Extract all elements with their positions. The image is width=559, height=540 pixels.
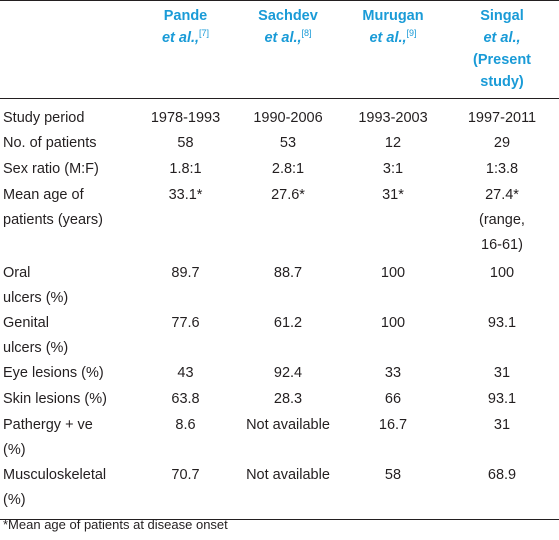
table-cell: 3:1	[382, 161, 404, 177]
row-label: Sex ratio (M:F)	[3, 161, 99, 177]
table-cell: 100	[380, 265, 406, 281]
table-cell: 2.8:1	[271, 161, 305, 177]
row-label: Study period	[3, 110, 85, 126]
table-cell: 1:3.8	[485, 161, 519, 177]
table-cell: 77.6	[171, 315, 200, 331]
et-al: et al.,	[264, 30, 302, 46]
table-cell: 63.8	[171, 391, 200, 407]
table-cell: 58	[177, 135, 194, 151]
table-cell: 27.4* (range, 16-61)	[479, 187, 525, 253]
table-row: Pathergy + ve (%) 8.6 Not available 16.7 31	[0, 413, 559, 463]
table-cell: 12	[384, 135, 402, 151]
table-cell: 16.7	[378, 417, 408, 433]
table-cell: 70.7	[136, 463, 235, 520]
table-body: Study period 1978-1993 1990-2006 1993-2003 1…	[0, 99, 559, 520]
table-cell: 33	[384, 365, 402, 381]
table-row: Skin lesions (%) 63.8 28.3 66 93.1	[0, 387, 559, 413]
table-row: Eye lesions (%) 43 92.4 33 31	[0, 361, 559, 387]
table-row: Mean age of patients (years) 33.1* 27.6* 31…	[0, 183, 559, 261]
table-cell: 43	[177, 365, 194, 381]
table-cell: Not available	[246, 417, 330, 433]
table-cell: 27.6*	[271, 187, 305, 203]
table-cell: 31	[493, 417, 511, 433]
table-cell: Not available	[235, 463, 341, 520]
table-cell: 93.1	[487, 391, 517, 407]
table-cell: 1990-2006	[253, 110, 323, 126]
column-header: Sachdev et al.,[8]	[235, 0, 341, 99]
table-cell: 89.7	[171, 265, 200, 281]
footnote: *Mean age of patients at disease onset	[3, 517, 228, 532]
table-row: Genital ulcers (%) 77.6 61.2 100 93.1	[0, 311, 559, 361]
table-cell: 92.4	[273, 365, 303, 381]
table-cell: 61.2	[273, 315, 303, 331]
header-row: Pande et al.,[7] Sachdev et al.,[8] Murugan e…	[0, 0, 559, 99]
et-al: et al.,	[161, 30, 200, 46]
table-row: No. of patients 58 53 12 29	[0, 131, 559, 157]
et-al: et al.,	[483, 30, 521, 46]
table-cell: 100	[489, 265, 515, 281]
column-header: Pande et al.,[7]	[136, 0, 235, 99]
reference: [8]	[301, 28, 312, 39]
row-label: Oral ulcers (%)	[3, 265, 69, 306]
table-cell: 68.9	[445, 463, 559, 520]
table-cell: 1.8:1	[169, 161, 202, 177]
table-cell: 66	[384, 391, 402, 407]
table-row: Sex ratio (M:F) 1.8:1 2.8:1 3:1 1:3.8	[0, 157, 559, 183]
table-cell: 1997-2011	[467, 110, 537, 126]
table-cell: 1993-2003	[358, 110, 428, 126]
row-label: Musculoskeletal (%)	[0, 463, 136, 520]
table-row: Study period 1978-1993 1990-2006 1993-2003 1…	[0, 99, 559, 132]
table-cell: 88.7	[273, 265, 303, 281]
row-label: Mean age of patients (years)	[3, 187, 103, 228]
table-cell: 31*	[382, 187, 404, 203]
row-label: Skin lesions (%)	[3, 391, 107, 407]
column-note: (Present study)	[472, 52, 532, 90]
table-cell: 29	[493, 135, 511, 151]
table-cell: 58	[341, 463, 445, 520]
table-cell: 1978-1993	[150, 110, 221, 126]
table-cell: 33.1*	[168, 187, 203, 203]
et-al: et al.,	[369, 30, 407, 46]
author-name: Pande	[163, 8, 208, 24]
reference: [9]	[406, 28, 417, 39]
table-cell: 8.6	[175, 417, 196, 433]
column-header: Murugan et al.,[9]	[341, 0, 445, 99]
table-row: Oral ulcers (%) 89.7 88.7 100 100	[0, 261, 559, 311]
table-cell: 53	[279, 135, 297, 151]
author-name: Singal	[480, 8, 524, 24]
author-name: Murugan	[362, 8, 424, 24]
table-cell: 31	[493, 365, 511, 381]
table-cell: 93.1	[487, 315, 517, 331]
table-cell: 100	[380, 315, 406, 331]
column-header: Singal et al., (Present study)	[445, 0, 559, 99]
reference: [7]	[199, 28, 210, 39]
author-name: Sachdev	[258, 8, 318, 24]
comparison-table: Pande et al.,[7] Sachdev et al.,[8] Murugan e…	[0, 0, 559, 520]
row-label: Eye lesions (%)	[3, 365, 104, 381]
row-label: Genital ulcers (%)	[3, 315, 69, 356]
row-label: Pathergy + ve (%)	[3, 417, 93, 458]
row-label: No. of patients	[3, 135, 97, 151]
table-row: Musculoskeletal (%) 70.7 Not available 58 68…	[0, 463, 559, 520]
table-cell: 28.3	[273, 391, 303, 407]
header-blank	[0, 0, 136, 99]
